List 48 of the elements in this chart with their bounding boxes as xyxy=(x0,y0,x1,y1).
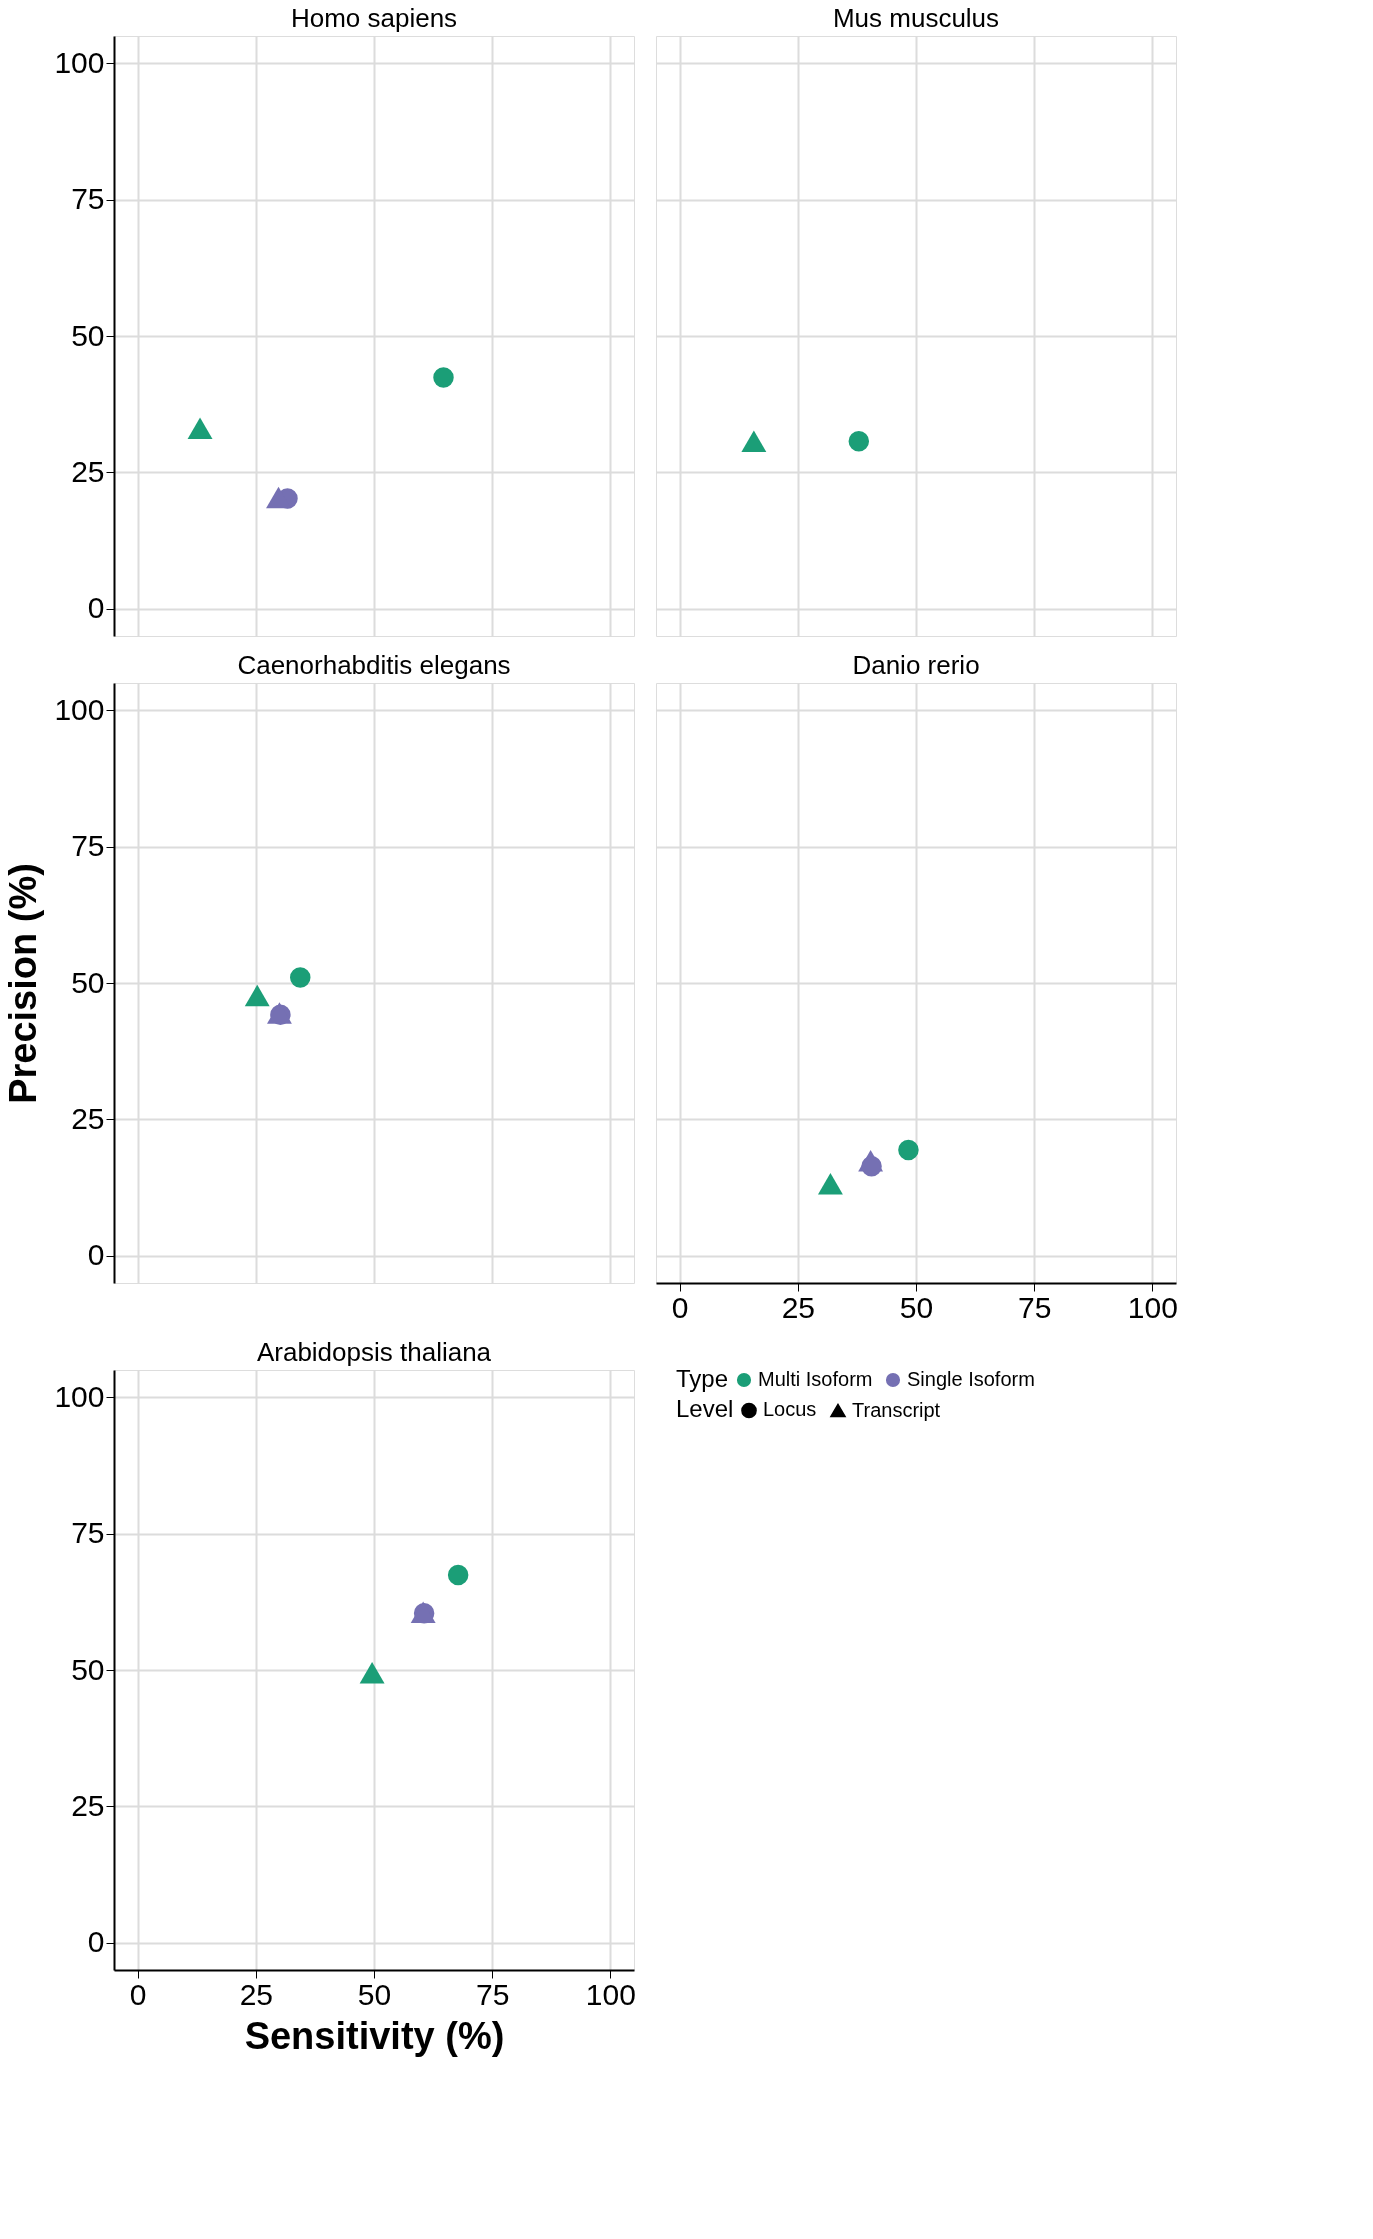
x-tick-label: 0 xyxy=(671,1290,689,1324)
y-tick-label: 75 xyxy=(71,1516,105,1550)
chart-title: Mus musculus xyxy=(832,3,1000,33)
point xyxy=(898,1139,919,1161)
point xyxy=(187,417,213,439)
chart-title: Caenorhabditis elegans xyxy=(237,650,511,680)
legend-label: Multi Isoform xyxy=(758,1368,873,1390)
x-tick-label: 50 xyxy=(357,1977,392,2011)
text: Level xyxy=(676,1395,734,1422)
point xyxy=(861,1156,882,1177)
chart-title: Homo sapiens xyxy=(290,3,458,33)
chart-title: Danio rerio xyxy=(852,650,980,680)
x-tick-label: 100 xyxy=(1127,1290,1178,1324)
y-tick-label: 25 xyxy=(71,454,105,488)
x-tick-label: 50 xyxy=(899,1290,934,1324)
y-tick-label: 25 xyxy=(71,1101,105,1135)
y-axis-title: Precision (%) xyxy=(2,863,45,1104)
point xyxy=(359,1661,385,1684)
legend-title: Type xyxy=(676,1365,729,1392)
y-tick-label: 25 xyxy=(71,1788,105,1822)
y-tick-label: 50 xyxy=(71,965,105,999)
y-tick-label: 0 xyxy=(87,1238,105,1272)
point xyxy=(433,367,454,388)
x-tick-label: 75 xyxy=(1017,1290,1052,1324)
y-tick-label: 0 xyxy=(87,1925,105,1959)
point xyxy=(290,967,311,988)
y-tick-label: 100 xyxy=(54,1379,105,1413)
x-axis-title: Sensitivity (%) xyxy=(244,2014,505,2057)
y-tick-label: 50 xyxy=(71,1652,105,1686)
point xyxy=(266,486,291,509)
text: Locus xyxy=(763,1398,817,1421)
y-tick-label: 75 xyxy=(71,829,105,863)
y-tick-label: 100 xyxy=(54,45,105,79)
text: Transcript xyxy=(852,1398,941,1421)
y-tick-label: 100 xyxy=(54,692,105,726)
point xyxy=(817,1172,843,1195)
x-tick-label: 0 xyxy=(129,1977,147,2011)
y-tick-label: 0 xyxy=(87,591,105,625)
x-tick-label: 25 xyxy=(239,1977,274,2011)
legend-label: Single Isoform xyxy=(907,1368,1035,1390)
y-tick-label: 50 xyxy=(71,318,105,352)
y-tick-label: 75 xyxy=(71,182,105,216)
point xyxy=(244,984,270,1007)
x-tick-label: 25 xyxy=(781,1290,816,1324)
point xyxy=(447,1564,469,1586)
chart-title: Arabidopsis thaliana xyxy=(256,1337,492,1367)
x-tick-label: 75 xyxy=(475,1977,510,2011)
x-tick-label: 100 xyxy=(585,1977,636,2011)
